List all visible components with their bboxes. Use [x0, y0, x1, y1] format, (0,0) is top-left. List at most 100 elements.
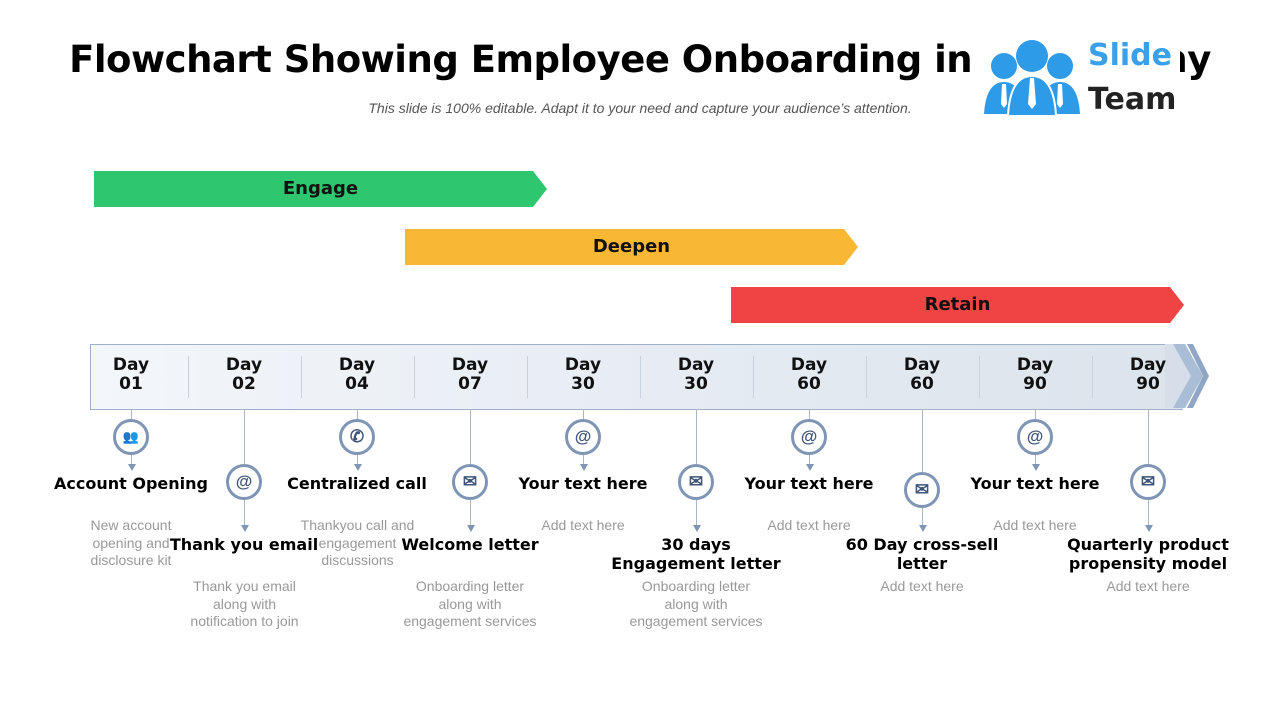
step-description: Thankyou call and engagement discussions — [300, 517, 415, 568]
day-label: Day 07 — [420, 356, 520, 394]
phase-retain: Retain — [731, 287, 1184, 323]
step-description: Onboarding letter along with engagement … — [629, 578, 763, 629]
connector-line — [1148, 409, 1149, 464]
connector-line — [809, 409, 810, 419]
step-description: Add text here — [541, 517, 625, 533]
day-number: 01 — [119, 374, 143, 394]
step-title: Welcome letter — [401, 535, 539, 554]
step-title: Centralized call — [287, 474, 427, 493]
day-separator — [188, 356, 189, 398]
day-word: Day — [677, 355, 715, 375]
day-separator — [527, 356, 528, 398]
arrow-down-icon — [805, 464, 814, 471]
at-sign-icon: @ — [791, 419, 827, 455]
step-description: Onboarding letter along with engagement … — [403, 578, 537, 629]
step-title: 60 Day cross-sell letter — [845, 535, 999, 573]
day-number: 30 — [684, 374, 708, 394]
day-word: Day — [112, 355, 150, 375]
envelope-icon: ✉ — [678, 464, 714, 500]
day-number: 02 — [232, 374, 256, 394]
step-description: Add text here — [767, 517, 851, 533]
arrow-down-icon — [692, 525, 701, 532]
at-sign-icon: @ — [565, 419, 601, 455]
arrow-down-icon — [579, 464, 588, 471]
day-word: Day — [790, 355, 828, 375]
day-label: Day 04 — [307, 356, 407, 394]
phone-icon: ✆ — [339, 419, 375, 455]
slideteam-logo: Slide Team — [980, 36, 1180, 118]
phase-deepen: Deepen — [405, 229, 858, 265]
day-separator — [414, 356, 415, 398]
day-number: 60 — [797, 374, 821, 394]
day-label: Day 60 — [872, 356, 972, 394]
day-label: Day 30 — [646, 356, 746, 394]
connector-line — [244, 500, 245, 525]
day-number: 04 — [345, 374, 369, 394]
arrow-down-icon — [918, 525, 927, 532]
connector-line — [470, 500, 471, 525]
connector-line — [244, 409, 245, 464]
day-word: Day — [451, 355, 489, 375]
day-number: 60 — [910, 374, 934, 394]
step-title: Your text here — [744, 474, 874, 493]
step-title: Thank you email — [169, 535, 319, 554]
day-word: Day — [903, 355, 941, 375]
day-separator — [301, 356, 302, 398]
logo-text-slide: Slide — [1088, 38, 1172, 73]
day-label: Day 30 — [533, 356, 633, 394]
connector-line — [357, 409, 358, 419]
step-description: Thank you email along with notification … — [190, 578, 299, 629]
at-sign-icon: @ — [226, 464, 262, 500]
step-title: Your text here — [518, 474, 648, 493]
connector-line — [131, 409, 132, 419]
arrow-down-icon — [127, 464, 136, 471]
step-title: 30 days Engagement letter — [611, 535, 781, 573]
connector-line — [1148, 500, 1149, 525]
day-number: 30 — [571, 374, 595, 394]
arrow-down-icon — [240, 525, 249, 532]
logo-text-team: Team — [1088, 82, 1177, 117]
connector-line — [922, 508, 923, 525]
day-word: Day — [338, 355, 376, 375]
connector-line — [470, 409, 471, 464]
step-description: Add text here — [1106, 578, 1190, 594]
step-description: Add text here — [993, 517, 1077, 533]
day-label: Day 90 — [1098, 356, 1198, 394]
day-word: Day — [1016, 355, 1054, 375]
envelope-icon: ✉ — [1130, 464, 1166, 500]
day-separator — [866, 356, 867, 398]
phase-engage: Engage — [94, 171, 547, 207]
connector-line — [696, 500, 697, 525]
connector-line — [809, 455, 810, 464]
day-separator — [640, 356, 641, 398]
connector-line — [357, 455, 358, 464]
connector-line — [583, 455, 584, 464]
day-separator — [753, 356, 754, 398]
envelope-icon: ✉ — [904, 472, 940, 508]
connector-line — [583, 409, 584, 419]
day-separator — [979, 356, 980, 398]
day-number: 90 — [1136, 374, 1160, 394]
people-logo-icon — [984, 40, 1080, 117]
day-separator — [1092, 356, 1093, 398]
connector-line — [1035, 409, 1036, 419]
step-title: Your text here — [970, 474, 1100, 493]
connector-line — [131, 455, 132, 464]
arrow-down-icon — [466, 525, 475, 532]
day-word: Day — [225, 355, 263, 375]
day-label: Day 02 — [194, 356, 294, 394]
people-icon: 👥 — [113, 419, 149, 455]
timeline-chevron-icon — [1165, 344, 1209, 408]
step-title: Account Opening — [54, 474, 208, 493]
slide-subtitle: This slide is 100% editable. Adapt it to… — [368, 100, 912, 116]
day-word: Day — [564, 355, 602, 375]
connector-line — [696, 409, 697, 464]
day-label: Day 01 — [81, 356, 181, 394]
step-description: New account opening and disclosure kit — [90, 517, 172, 568]
day-label: Day 60 — [759, 356, 859, 394]
day-word: Day — [1129, 355, 1167, 375]
envelope-icon: ✉ — [452, 464, 488, 500]
arrow-down-icon — [353, 464, 362, 471]
arrow-down-icon — [1144, 525, 1153, 532]
